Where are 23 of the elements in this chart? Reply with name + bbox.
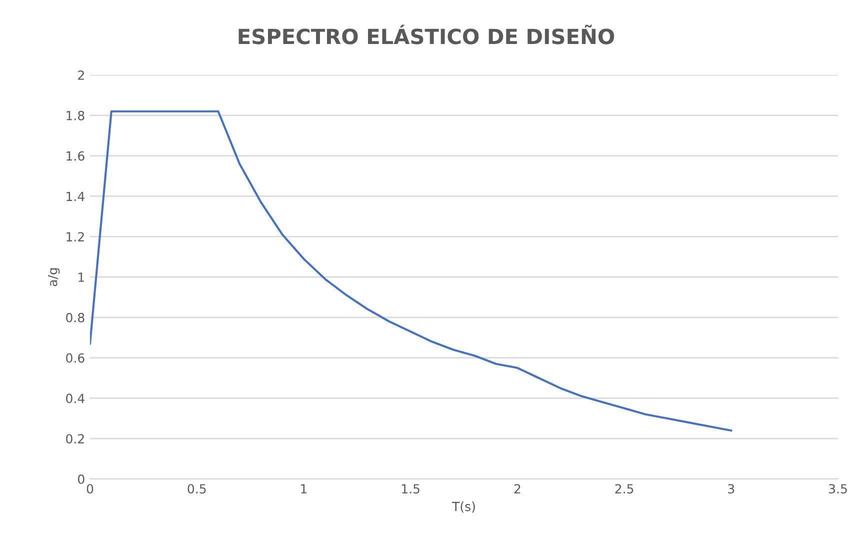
y-tick-label: 0.6: [66, 353, 84, 363]
y-tick-label: 1.6: [66, 151, 84, 161]
x-axis-title: T(s): [452, 502, 475, 513]
x-tick-label: 2: [514, 484, 520, 494]
x-tick-label: 3: [728, 484, 734, 494]
y-tick-label: 2: [78, 70, 84, 80]
y-tick-label: 1.4: [66, 192, 84, 201]
y-tick-label: 1.8: [66, 110, 84, 120]
x-tick-label: 3.5: [829, 484, 847, 494]
chart-title: ESPECTRO ELÁSTICO DE DISEÑO: [238, 24, 614, 44]
x-tick-label: 2.5: [615, 484, 634, 494]
y-axis-title: a/g: [48, 268, 60, 286]
y-tick-label: 0: [78, 474, 84, 484]
x-tick-label: 0: [86, 484, 94, 494]
y-tick-label: 1.2: [66, 232, 84, 242]
line-series: [90, 110, 732, 432]
y-tick-label: 0.2: [66, 434, 84, 444]
x-tick-label: 1.5: [402, 484, 420, 494]
y-tick-label: 0.8: [66, 312, 84, 322]
x-tick-label: 0.5: [188, 484, 206, 494]
y-tick-label: 0.4: [66, 394, 84, 404]
x-tick-label: 1: [301, 484, 307, 494]
y-tick-label: 1: [78, 272, 84, 282]
